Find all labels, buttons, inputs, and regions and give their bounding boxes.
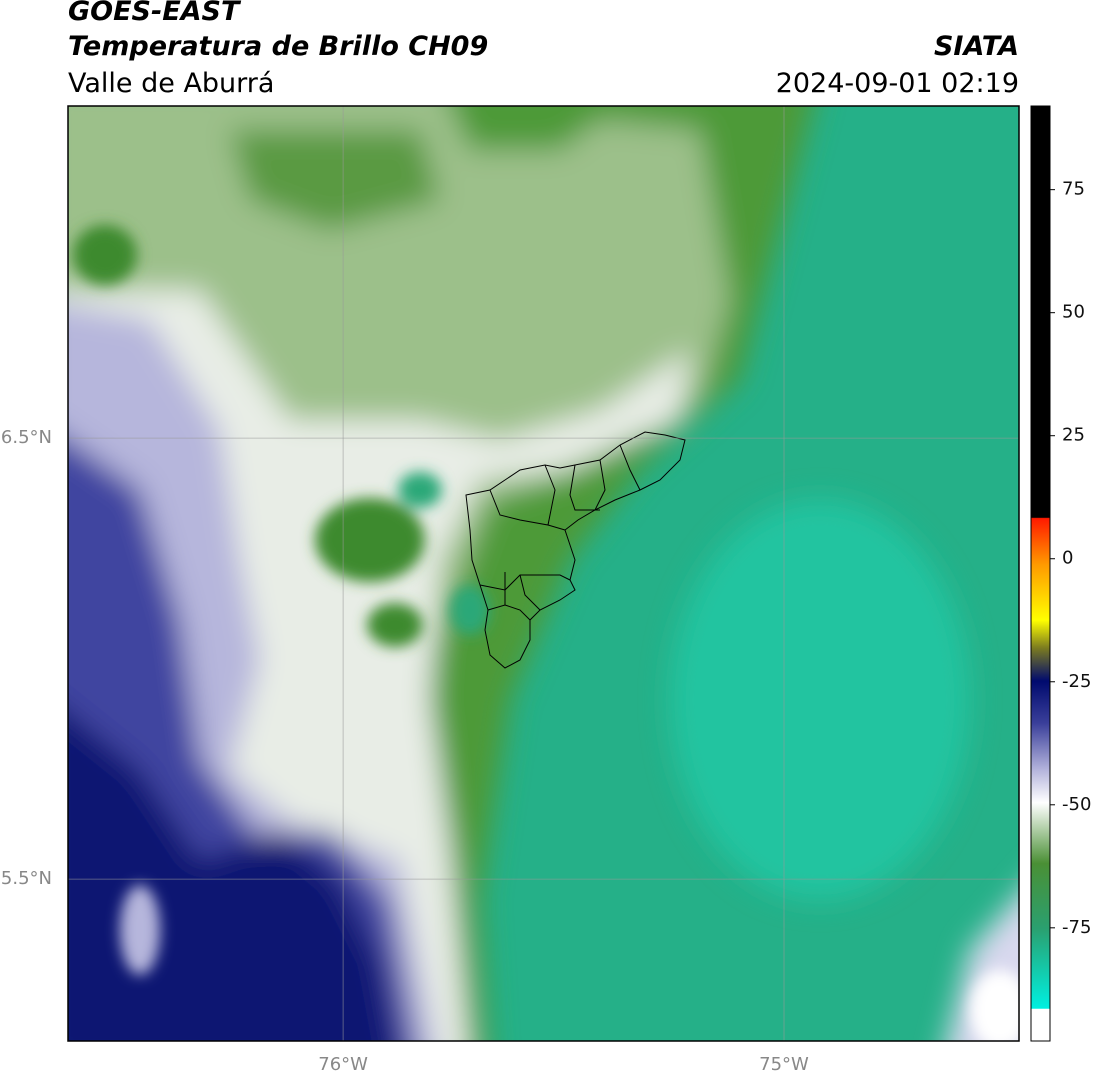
- municipal-boundaries: [465, 431, 686, 669]
- colorbar-tick-label: 75: [1062, 179, 1085, 200]
- lat-label: 5.5°N: [1, 868, 52, 889]
- map-frame: [67, 105, 1020, 1042]
- colorbar-tick-label: 25: [1062, 425, 1085, 446]
- colorbar: [1030, 105, 1051, 1042]
- title: GOES-EAST: [68, 0, 242, 27]
- lat-label: 6.5°N: [1, 427, 52, 448]
- lon-label: 75°W: [759, 1054, 809, 1075]
- source: SIATA: [934, 31, 1019, 62]
- subtitle: Temperatura de Brillo CH09: [68, 31, 488, 62]
- lon-label: 76°W: [318, 1054, 368, 1075]
- colorbar-tick-label: 50: [1062, 302, 1085, 323]
- colorbar-tick-label: -50: [1062, 794, 1091, 815]
- region: Valle de Aburrá: [68, 68, 274, 99]
- datetime: 2024-09-01 02:19: [776, 68, 1019, 99]
- colorbar-tick-label: -25: [1062, 671, 1091, 692]
- colorbar-tick-label: 0: [1062, 548, 1073, 569]
- colorbar-tick-label: -75: [1062, 917, 1091, 938]
